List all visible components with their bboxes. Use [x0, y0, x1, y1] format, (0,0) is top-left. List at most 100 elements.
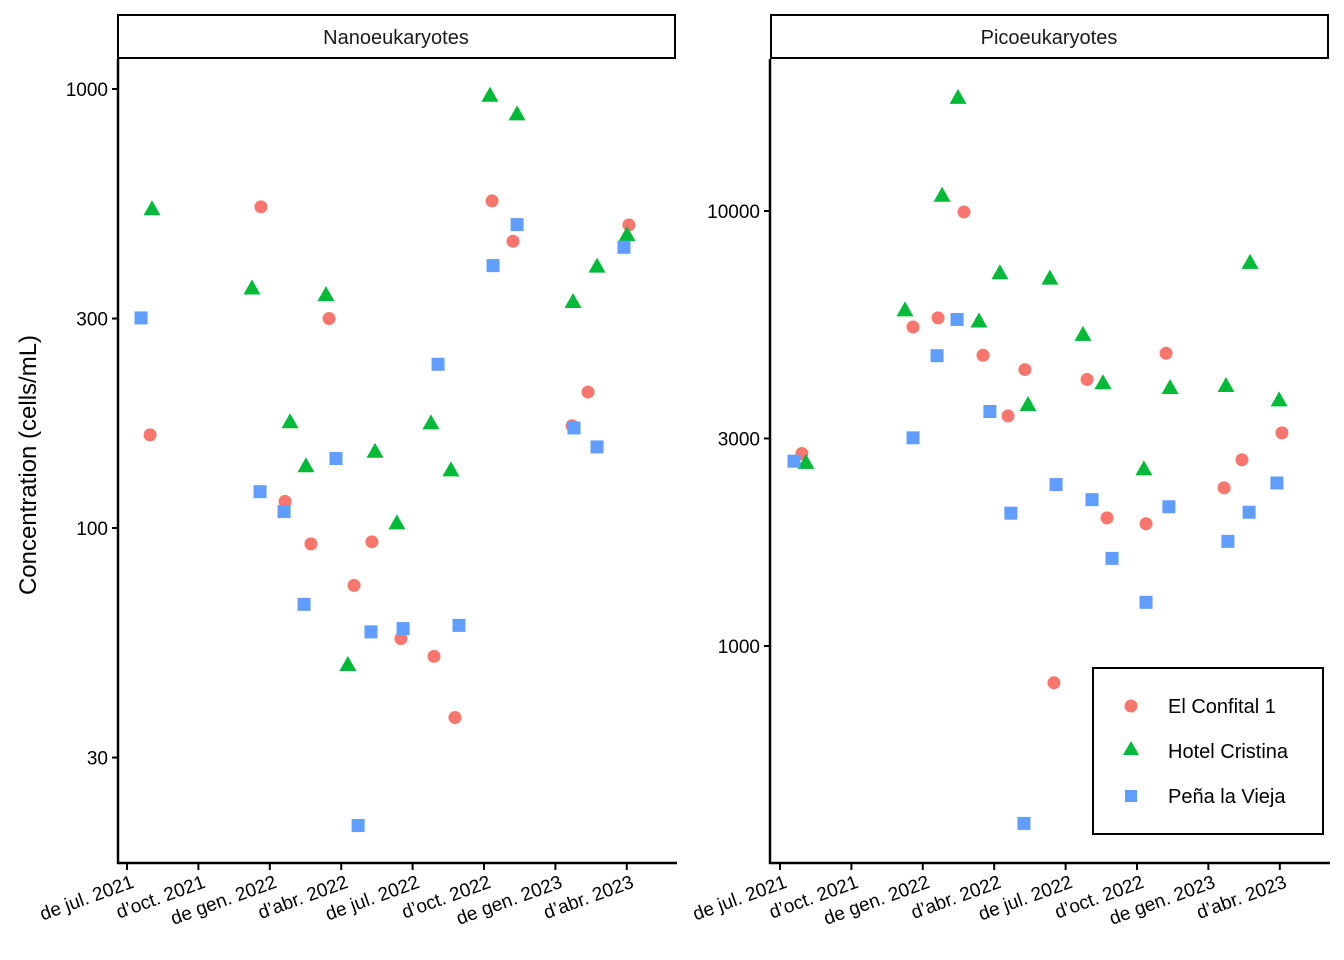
point-hotel-cristina — [243, 279, 261, 295]
y-tick-label: 1000 — [66, 80, 108, 101]
point-pena-la-vieja — [1085, 493, 1099, 507]
point-hotel-cristina — [422, 414, 440, 430]
strip-box-nano — [117, 14, 676, 59]
legend-key-el-confital — [1124, 699, 1138, 713]
point-hotel-cristina — [281, 413, 299, 429]
point-hotel-cristina — [388, 514, 406, 530]
point-el-confital-1 — [931, 311, 945, 325]
point-pena-la-vieja — [906, 431, 920, 445]
y-tick-label: 300 — [76, 310, 108, 331]
point-hotel-cristina — [1041, 269, 1059, 285]
point-pena-la-vieja — [277, 505, 291, 519]
legend-key-pena-la-vieja — [1125, 790, 1137, 802]
point-el-confital-1 — [278, 494, 292, 508]
point-el-confital-1 — [957, 205, 971, 219]
point-hotel-cristina — [588, 257, 606, 273]
point-hotel-cristina — [339, 656, 357, 672]
point-el-confital-1 — [622, 218, 636, 232]
point-pena-la-vieja — [452, 618, 466, 632]
point-pena-la-vieja — [396, 622, 410, 636]
point-pena-la-vieja — [297, 597, 311, 611]
point-el-confital-1 — [1080, 372, 1094, 386]
point-pena-la-vieja — [930, 349, 944, 363]
point-pena-la-vieja — [134, 311, 148, 325]
point-pena-la-vieja — [364, 625, 378, 639]
point-pena-la-vieja — [950, 313, 964, 327]
point-el-confital-1 — [143, 428, 157, 442]
point-pena-la-vieja — [1221, 534, 1235, 548]
point-hotel-cristina — [1019, 396, 1037, 412]
point-el-confital-1 — [1275, 426, 1289, 440]
point-pena-la-vieja — [510, 218, 524, 232]
point-pena-la-vieja — [1162, 500, 1176, 514]
legend-label-el-confital: El Confital 1 — [1168, 696, 1276, 718]
point-hotel-cristina — [442, 461, 460, 477]
point-pena-la-vieja — [1105, 551, 1119, 565]
point-hotel-cristina — [1161, 378, 1179, 394]
point-hotel-cristina — [481, 86, 499, 102]
point-hotel-cristina — [991, 264, 1009, 280]
y-axis-title: Concentration (cells/mL) — [15, 335, 42, 595]
point-hotel-cristina — [1241, 253, 1259, 269]
point-el-confital-1 — [1047, 676, 1061, 690]
point-pena-la-vieja — [1139, 595, 1153, 609]
point-hotel-cristina — [564, 292, 582, 308]
point-pena-la-vieja — [1017, 816, 1031, 830]
point-hotel-cristina — [143, 200, 161, 216]
point-hotel-cristina — [1270, 391, 1288, 407]
point-pena-la-vieja — [253, 485, 267, 499]
point-el-confital-1 — [448, 711, 462, 725]
point-hotel-cristina — [297, 457, 315, 473]
strip-box-pico — [770, 14, 1329, 59]
point-hotel-cristina — [1094, 374, 1112, 390]
y-tick-label: 1000 — [718, 637, 760, 658]
legend-label-pena-la-vieja: Peña la Vieja — [1168, 786, 1286, 808]
point-pena-la-vieja — [431, 357, 445, 371]
point-el-confital-1 — [1217, 481, 1231, 495]
point-hotel-cristina — [618, 226, 636, 242]
point-pena-la-vieja — [590, 440, 604, 454]
point-hotel-cristina — [970, 312, 988, 328]
y-tick-label: 100 — [76, 519, 108, 540]
point-el-confital-1 — [1159, 346, 1173, 360]
point-el-confital-1 — [365, 535, 379, 549]
point-el-confital-1 — [1018, 363, 1032, 377]
point-pena-la-vieja — [486, 259, 500, 273]
point-el-confital-1 — [976, 348, 990, 362]
legend: El Confital 1 Hotel Cristina Peña la Vie… — [1092, 667, 1324, 835]
point-hotel-cristina — [1074, 325, 1092, 341]
point-el-confital-1 — [304, 537, 318, 551]
point-el-confital-1 — [427, 649, 441, 663]
point-pena-la-vieja — [567, 421, 581, 435]
point-pena-la-vieja — [1270, 476, 1284, 490]
point-el-confital-1 — [1235, 453, 1249, 467]
point-hotel-cristina — [366, 442, 384, 458]
legend-label-hotel-cristina: Hotel Cristina — [1168, 741, 1289, 763]
point-pena-la-vieja — [1242, 505, 1256, 519]
point-el-confital-1 — [322, 312, 336, 326]
point-el-confital-1 — [485, 194, 499, 208]
point-el-confital-1 — [581, 385, 595, 399]
point-el-confital-1 — [1001, 409, 1015, 423]
point-el-confital-1 — [906, 320, 920, 334]
point-hotel-cristina — [896, 301, 914, 317]
point-pena-la-vieja — [329, 451, 343, 465]
point-hotel-cristina — [933, 186, 951, 202]
point-hotel-cristina — [317, 286, 335, 302]
point-el-confital-1 — [1139, 517, 1153, 531]
point-hotel-cristina — [797, 453, 815, 469]
point-pena-la-vieja — [1004, 506, 1018, 520]
point-hotel-cristina — [1135, 460, 1153, 476]
point-hotel-cristina — [949, 88, 967, 104]
point-pena-la-vieja — [617, 240, 631, 254]
strip-label-pico: Picoeukaryotes — [981, 27, 1118, 49]
strip-label-nano: Nanoeukaryotes — [323, 27, 469, 49]
y-tick-label: 30 — [87, 749, 108, 770]
point-pena-la-vieja — [787, 454, 801, 468]
point-el-confital-1 — [254, 200, 268, 214]
point-pena-la-vieja — [1049, 478, 1063, 492]
point-hotel-cristina — [508, 105, 526, 121]
point-el-confital-1 — [506, 234, 520, 248]
